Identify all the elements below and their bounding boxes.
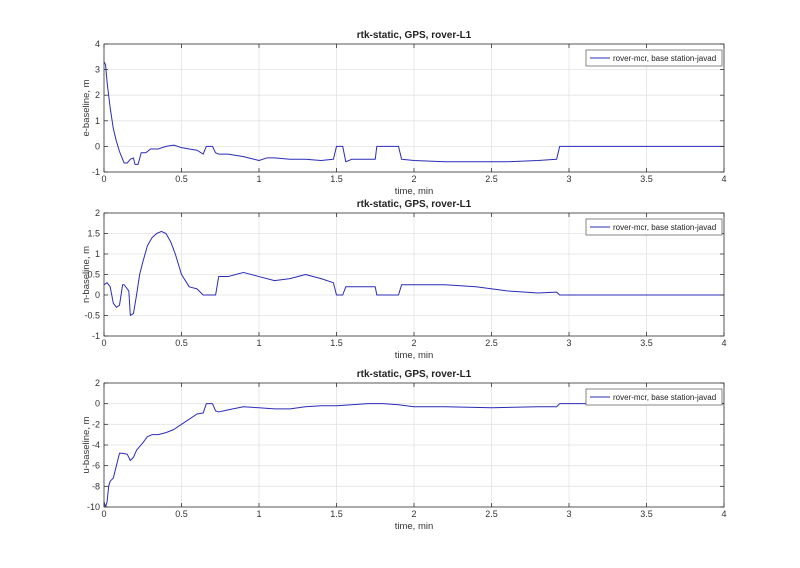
y-tick-label: 0 [95, 399, 100, 409]
x-tick-label: 0 [101, 174, 106, 184]
y-tick-label: -8 [92, 481, 100, 491]
y-tick-label: 3 [95, 65, 100, 75]
series-line [103, 61, 724, 165]
x-tick-label: 3 [566, 509, 571, 519]
y-axis-label: u-baseline, m [81, 416, 92, 473]
x-tick-label: 1 [256, 174, 261, 184]
y-tick-label: -1 [92, 331, 100, 341]
legend-entry: rover-mcr, base station-javad [613, 393, 716, 402]
x-tick-label: 1 [256, 338, 261, 348]
y-tick-label: 4 [95, 39, 100, 49]
legend: rover-mcr, base station-javad [585, 49, 723, 67]
legend-entry: rover-mcr, base station-javad [613, 54, 716, 63]
x-tick-label: 0 [101, 338, 106, 348]
x-tick-label: 1.5 [330, 338, 343, 348]
legend-entry: rover-mcr, base station-javad [613, 223, 716, 232]
y-tick-label: 0.5 [87, 270, 100, 280]
x-tick-label: 3 [566, 338, 571, 348]
y-tick-label: 1 [95, 116, 100, 126]
legend-box [585, 218, 723, 236]
y-tick-label: -6 [92, 461, 100, 471]
x-tick-label: 2.5 [485, 509, 498, 519]
y-tick-label: 1.5 [87, 229, 100, 239]
x-tick-label: 3.5 [640, 174, 653, 184]
x-tick-label: 4 [721, 509, 726, 519]
series-line [103, 403, 724, 508]
x-tick-label: 1 [256, 509, 261, 519]
subplot-2: 0 0.5 1 1.5 2 2.5 3 3.5 4 -1 -0.5 0 0.5 1 1.5 2 rtk-stat… [81, 199, 727, 361]
y-tick-label: -1 [92, 167, 100, 177]
y-tick-label: -0.5 [84, 311, 100, 321]
chart-title: rtk-static, GPS, rover-L1 [357, 199, 472, 210]
x-axis-label: time, min [395, 350, 434, 361]
x-tick-label: 3.5 [640, 338, 653, 348]
x-tick-label: 3.5 [640, 509, 653, 519]
x-tick-label: 1.5 [330, 174, 343, 184]
y-tick-label: 2 [95, 90, 100, 100]
x-tick-label: 2 [411, 509, 416, 519]
x-tick-label: 2 [411, 174, 416, 184]
y-tick-label: -4 [92, 440, 100, 450]
chart-title: rtk-static, GPS, rover-L1 [357, 369, 472, 380]
y-tick-label: -2 [92, 419, 100, 429]
y-tick-label: 0 [95, 141, 100, 151]
x-tick-label: 0.5 [175, 174, 188, 184]
x-tick-label: 4 [721, 174, 726, 184]
x-axis-label: time, min [395, 186, 434, 197]
chart-title: rtk-static, GPS, rover-L1 [357, 30, 472, 41]
x-tick-label: 3 [566, 174, 571, 184]
x-tick-label: 1.5 [330, 509, 343, 519]
x-tick-label: 0 [101, 509, 106, 519]
x-tick-label: 0.5 [175, 338, 188, 348]
x-tick-label: 2.5 [485, 174, 498, 184]
series-line [103, 230, 724, 316]
legend: rover-mcr, base station-javad [585, 388, 723, 406]
x-tick-label: 2 [411, 338, 416, 348]
legend: rover-mcr, base station-javad [585, 218, 723, 236]
y-tick-label: 2 [95, 378, 100, 388]
y-axis-label: e-baseline, m [81, 79, 92, 136]
y-tick-label: 1 [95, 249, 100, 259]
y-tick-label: -10 [87, 502, 100, 512]
x-tick-label: 2.5 [485, 338, 498, 348]
y-axis-label: n-baseline, m [81, 246, 92, 303]
legend-box [585, 388, 723, 406]
x-tick-label: 0.5 [175, 509, 188, 519]
x-axis-label: time, min [395, 521, 434, 532]
y-tick-label: 0 [95, 290, 100, 300]
legend-box [585, 49, 723, 67]
subplot-3: 0 0.5 1 1.5 2 2.5 3 3.5 4 -10 -8 -6 -4 -2 0 2 rtk-static… [81, 369, 727, 532]
y-tick-label: 2 [95, 208, 100, 218]
x-tick-label: 4 [721, 338, 726, 348]
